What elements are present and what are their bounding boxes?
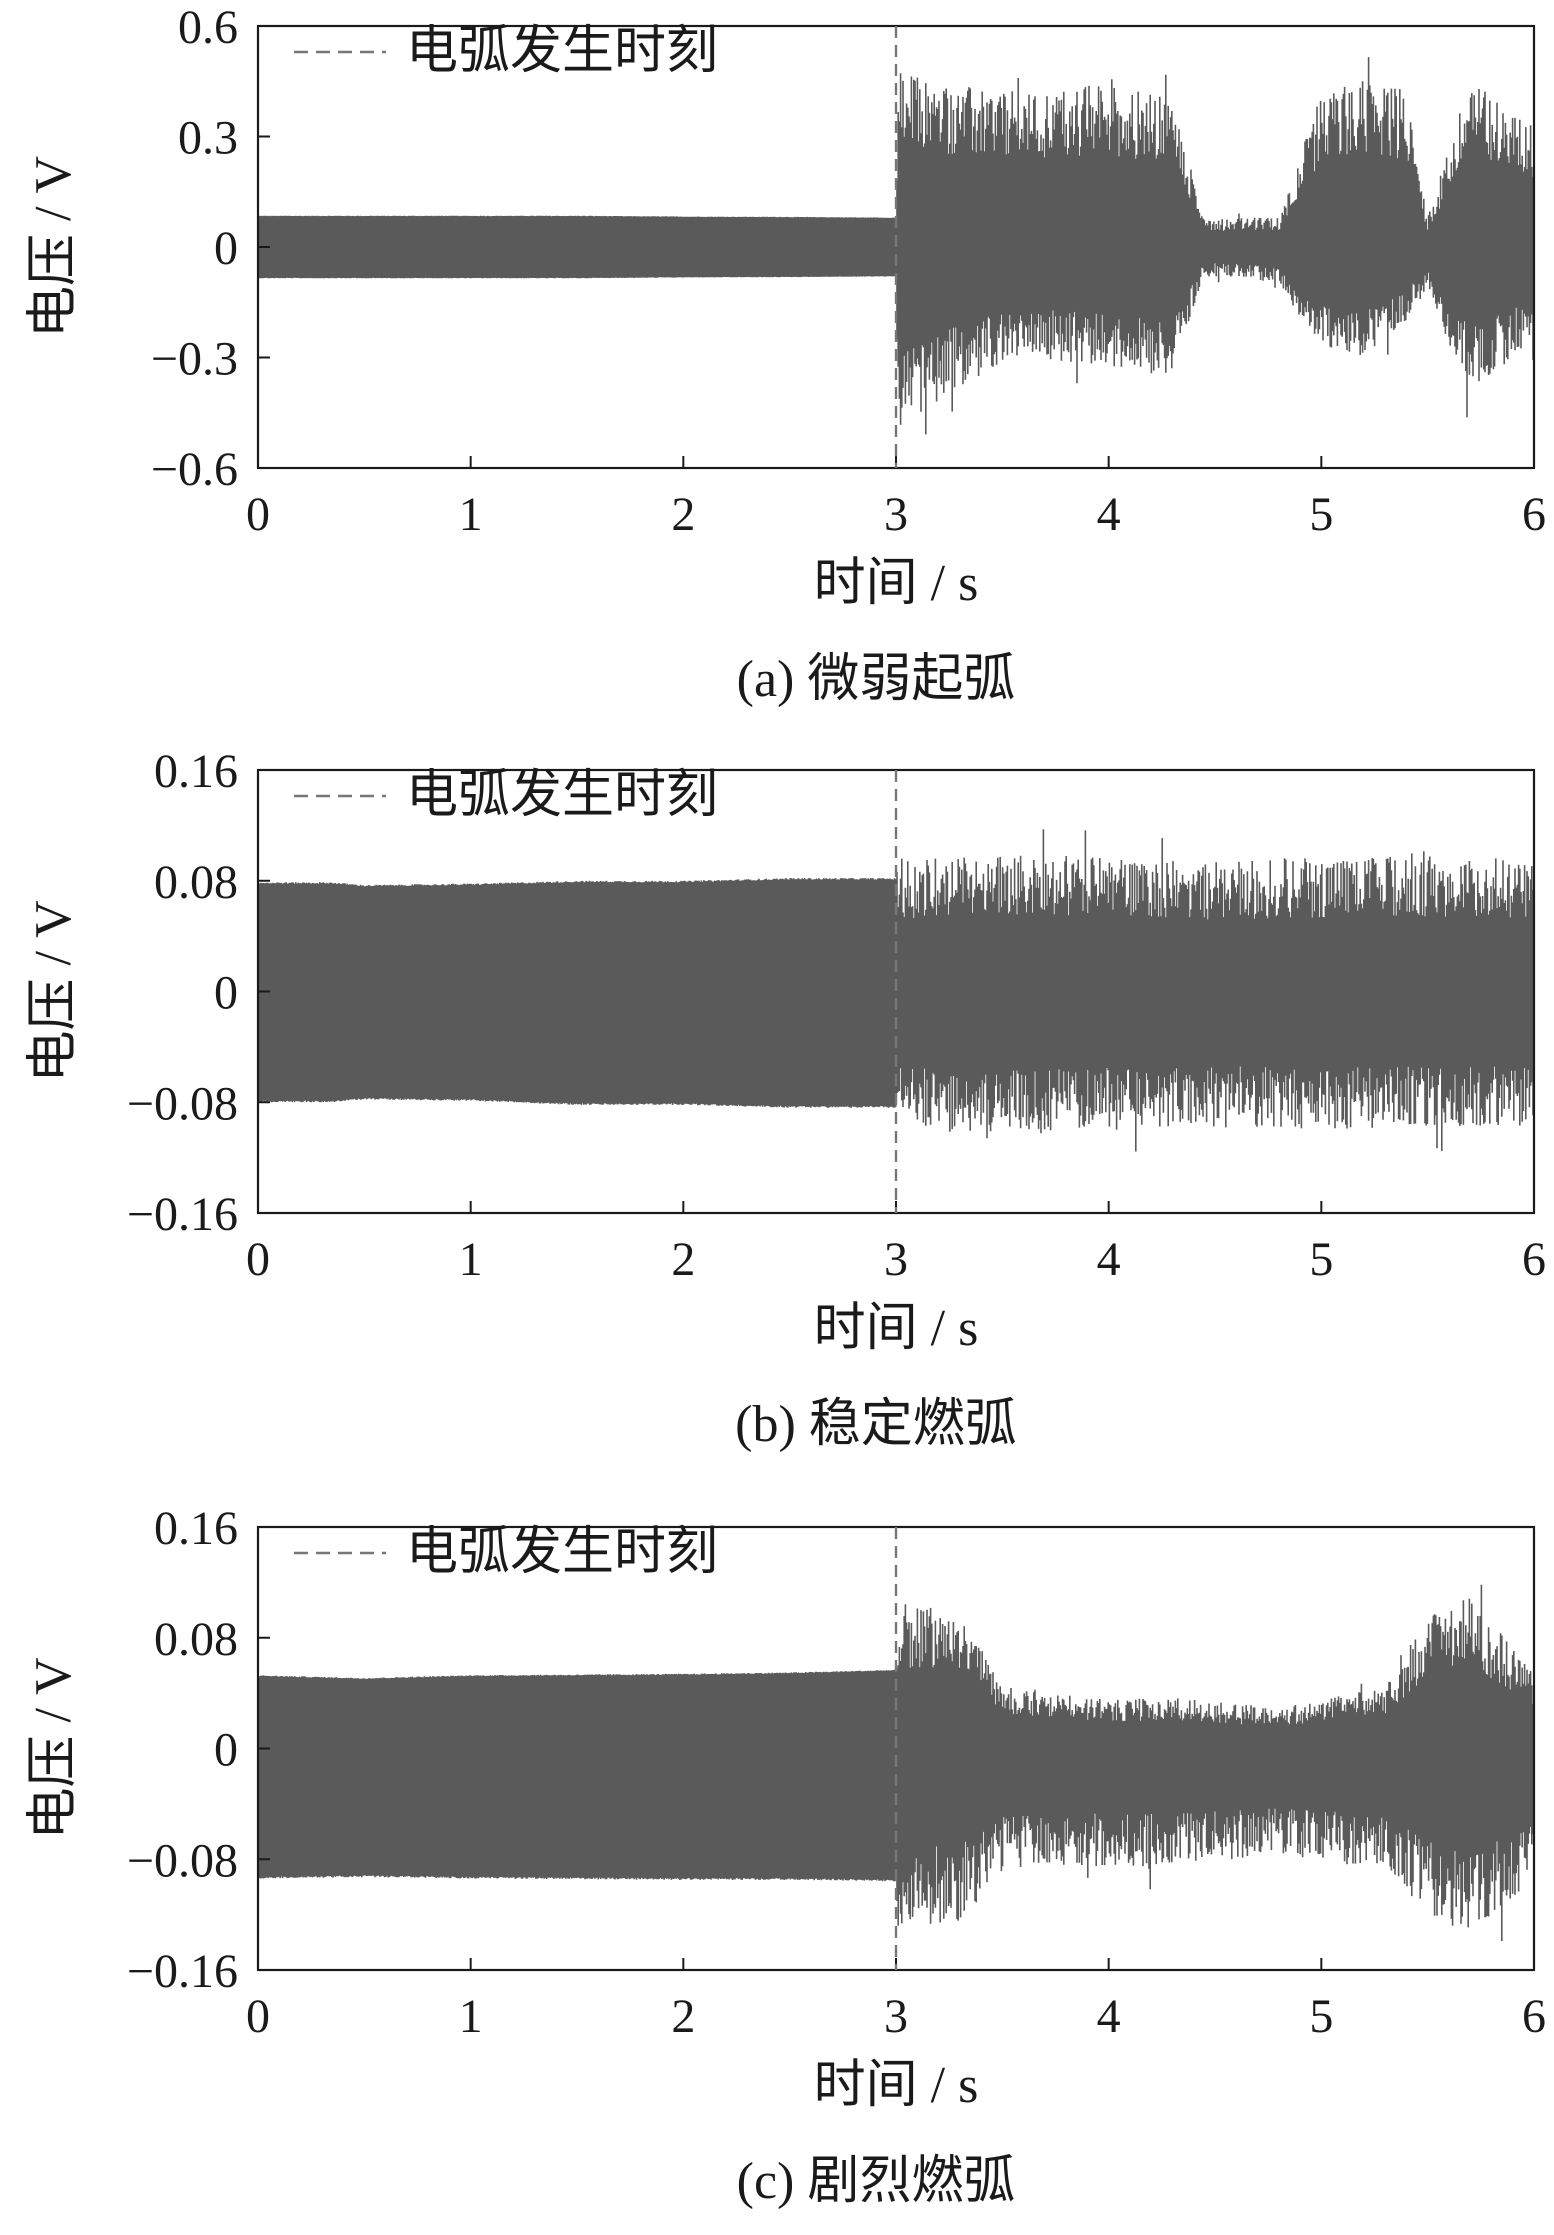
y-tick-label: 0 (214, 222, 238, 275)
x-tick-label: 5 (1309, 1233, 1333, 1286)
y-axis-label: 电压 / V (25, 900, 82, 1082)
y-tick-label: 0.08 (154, 1613, 238, 1666)
y-tick-label: 0 (214, 967, 238, 1020)
y-tick-label: 0.16 (154, 1502, 238, 1555)
x-tick-label: 4 (1097, 488, 1121, 541)
x-tick-label: 2 (671, 488, 695, 541)
x-tick-label: 5 (1309, 488, 1333, 541)
x-tick-label: 6 (1522, 1233, 1546, 1286)
y-axis-label: 电压 / V (25, 156, 82, 338)
x-tick-label: 3 (884, 1990, 908, 2043)
y-tick-label: −0.3 (151, 333, 238, 386)
panel-caption: (c) 剧烈燃弧 (737, 2153, 1016, 2210)
y-tick-label: −0.08 (127, 1077, 238, 1130)
y-tick-label: 0.08 (154, 856, 238, 909)
y-tick-label: −0.6 (151, 443, 238, 496)
y-tick-label: 0.6 (178, 1, 238, 54)
y-tick-label: −0.16 (127, 1945, 238, 1998)
x-tick-label: 6 (1522, 1990, 1546, 2043)
x-tick-label: 6 (1522, 488, 1546, 541)
legend-label: 电弧发生时刻 (406, 767, 718, 824)
x-tick-label: 4 (1097, 1990, 1121, 2043)
x-tick-label: 0 (246, 1233, 270, 1286)
x-tick-label: 2 (671, 1990, 695, 2043)
x-tick-label: 1 (459, 1233, 483, 1286)
x-tick-label: 1 (459, 1990, 483, 2043)
x-tick-label: 1 (459, 488, 483, 541)
panel-caption: (b) 稳定燃弧 (735, 1396, 1017, 1453)
y-tick-label: 0 (214, 1724, 238, 1777)
x-tick-label: 4 (1097, 1233, 1121, 1286)
x-tick-label: 0 (246, 488, 270, 541)
y-tick-label: 0.3 (178, 112, 238, 165)
legend-label: 电弧发生时刻 (406, 1524, 718, 1581)
y-tick-label: −0.08 (127, 1834, 238, 1887)
y-tick-label: 0.16 (154, 745, 238, 798)
y-axis-label: 电压 / V (25, 1657, 82, 1839)
x-axis-label: 时间 / s (814, 555, 979, 612)
x-tick-label: 3 (884, 488, 908, 541)
x-tick-label: 3 (884, 1233, 908, 1286)
x-tick-label: 2 (671, 1233, 695, 1286)
legend-label: 电弧发生时刻 (406, 23, 718, 80)
x-axis-label: 时间 / s (814, 2057, 979, 2114)
x-tick-label: 0 (246, 1990, 270, 2043)
panel-caption: (a) 微弱起弧 (737, 651, 1016, 708)
x-tick-label: 5 (1309, 1990, 1333, 2043)
y-tick-label: −0.16 (127, 1188, 238, 1241)
x-axis-label: 时间 / s (814, 1300, 979, 1357)
